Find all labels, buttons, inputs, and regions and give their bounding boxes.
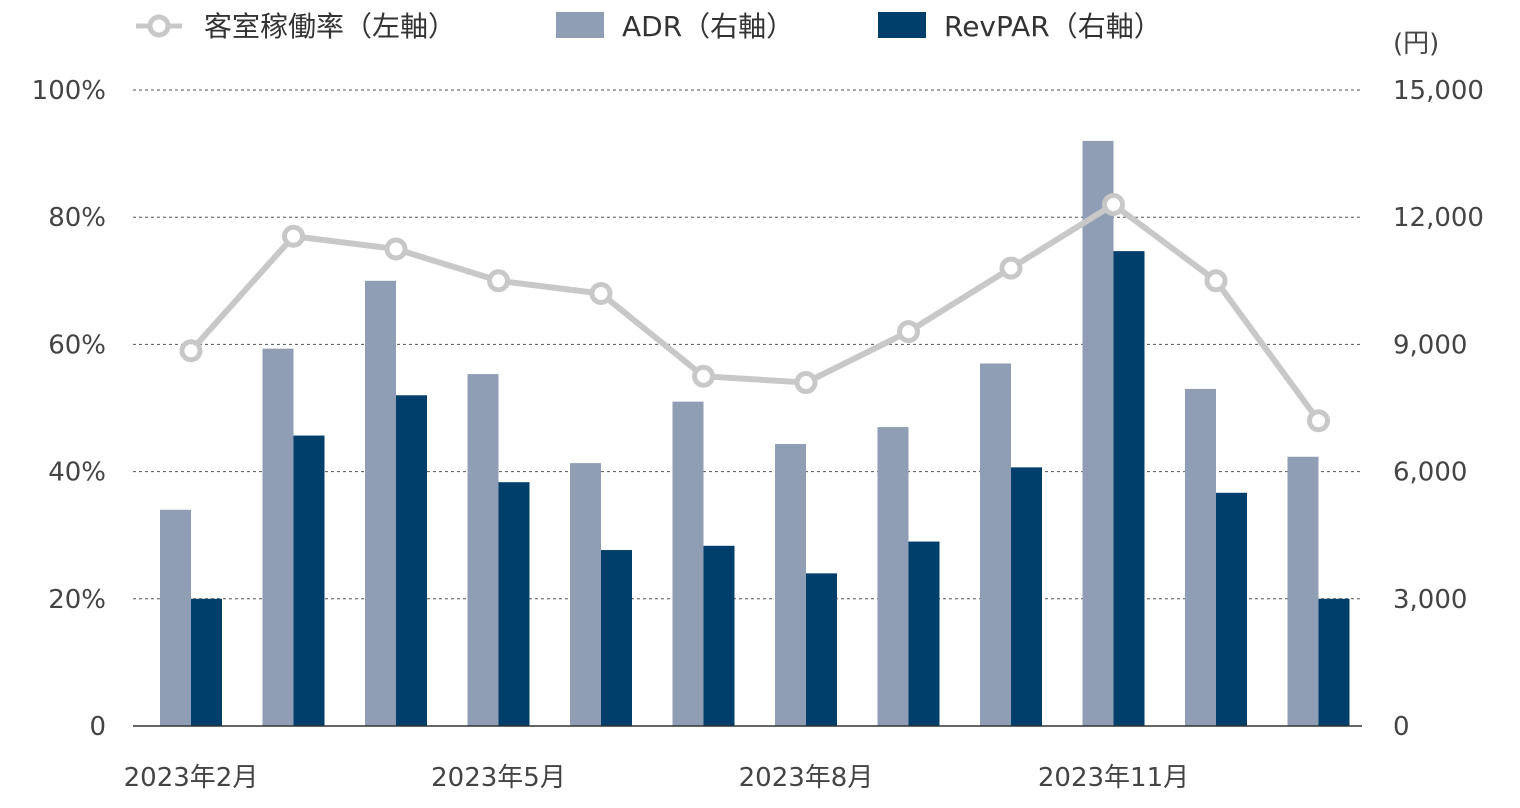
occupancy-point xyxy=(384,237,408,261)
occupancy-line-series xyxy=(179,192,1330,433)
legend-marker-swatch xyxy=(147,14,171,38)
right-tick-label: 0 xyxy=(1393,712,1410,742)
revpar-bar xyxy=(601,550,632,726)
legend-item-revpar: RevPAR（右軸） xyxy=(878,10,1162,43)
revpar-bar xyxy=(396,395,427,726)
revpar-bar xyxy=(908,541,940,726)
right-axis-unit-label: (円) xyxy=(1393,29,1439,59)
revpar-bar xyxy=(1113,251,1145,726)
occupancy-point xyxy=(999,256,1023,280)
adr-bar xyxy=(365,280,396,726)
left-tick-label: 80% xyxy=(48,203,106,233)
occupancy-line xyxy=(188,201,1321,423)
revpar-bar xyxy=(498,482,530,726)
right-axis-ticks: 0 3,000 6,000 9,000 12,000 15,000 xyxy=(1393,76,1484,742)
adr-bar xyxy=(467,374,499,726)
legend-label-revpar: RevPAR（右軸） xyxy=(944,10,1162,43)
adr-bar xyxy=(980,363,1011,726)
adr-bar xyxy=(160,509,191,726)
x-axis-ticks: 2023年2月 2023年5月 2023年8月 2023年11月 xyxy=(124,763,1189,793)
adr-bar xyxy=(1082,140,1114,726)
occupancy-point xyxy=(487,269,510,293)
revpar-bar xyxy=(1011,467,1042,726)
occupancy-point xyxy=(282,224,305,248)
x-tick-label: 2023年2月 xyxy=(124,763,259,793)
left-axis-ticks: 0 20% 40% 60% 80% 100% xyxy=(32,76,106,742)
adr-bar xyxy=(262,348,294,726)
right-tick-label: 3,000 xyxy=(1393,585,1467,615)
occupancy-point xyxy=(692,364,715,388)
adr-bar xyxy=(570,463,601,726)
revpar-bar xyxy=(293,435,325,726)
x-tick-label: 2023年8月 xyxy=(739,763,874,793)
revpar-bar xyxy=(1216,492,1247,726)
bars xyxy=(160,140,1350,726)
occupancy-point xyxy=(794,371,818,395)
adr-bar xyxy=(877,427,909,726)
revpar-bar xyxy=(1318,598,1350,726)
legend-label-occupancy: 客室稼働率（左軸） xyxy=(204,10,456,43)
revpar-bar xyxy=(191,598,222,726)
adr-bar xyxy=(1185,388,1216,726)
gridlines xyxy=(133,89,1362,600)
occupancy-point xyxy=(1102,192,1125,216)
occupancy-point xyxy=(897,320,920,344)
legend-item-occupancy: 客室稼働率（左軸） xyxy=(136,10,456,43)
adr-bar xyxy=(775,444,806,726)
occupancy-point xyxy=(179,339,203,363)
legend-swatch-adr xyxy=(556,12,604,38)
legend: 客室稼働率（左軸） ADR（右軸） RevPAR（右軸） xyxy=(136,10,1162,43)
right-tick-label: 15,000 xyxy=(1393,76,1484,106)
legend-label-adr: ADR（右軸） xyxy=(622,10,794,43)
right-tick-label: 9,000 xyxy=(1393,330,1467,360)
left-tick-label: 100% xyxy=(32,76,106,106)
adr-bar xyxy=(1287,456,1319,726)
left-tick-label: 40% xyxy=(48,458,106,488)
adr-bar xyxy=(672,401,704,726)
occupancy-point xyxy=(1204,269,1228,293)
legend-swatch-revpar xyxy=(878,12,926,38)
x-tick-label: 2023年5月 xyxy=(431,763,566,793)
left-tick-label: 60% xyxy=(48,330,106,360)
legend-item-adr: ADR（右軸） xyxy=(556,10,794,43)
revpar-bar xyxy=(703,545,735,726)
x-tick-label: 2023年11月 xyxy=(1038,763,1189,793)
occupancy-point xyxy=(589,282,613,306)
left-tick-label: 20% xyxy=(48,585,106,615)
occupancy-point xyxy=(1307,409,1330,433)
right-tick-label: 12,000 xyxy=(1393,203,1484,233)
right-tick-label: 6,000 xyxy=(1393,458,1467,488)
left-tick-label: 0 xyxy=(89,712,106,742)
revpar-bar xyxy=(806,573,837,726)
